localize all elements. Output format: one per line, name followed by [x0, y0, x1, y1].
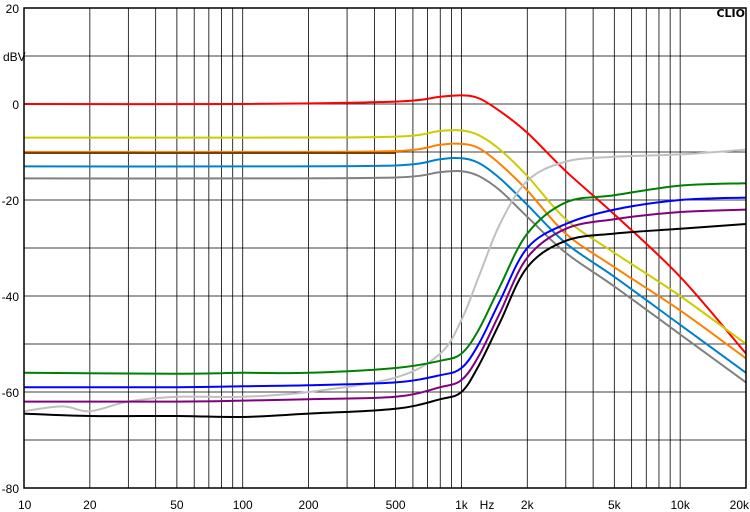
x-tick-label: 10k [670, 498, 690, 512]
y-tick-label: 0 [12, 98, 19, 112]
series-line-6 [23, 169, 747, 384]
x-tick-label: 100 [233, 498, 253, 512]
y-tick-label: -20 [2, 194, 20, 208]
chart-series [23, 94, 747, 419]
x-tick-label: 20k [730, 498, 750, 512]
brand-label: CLIO [716, 7, 745, 20]
y-tick-label: 20 [6, 2, 20, 16]
x-tick-label: 10 [18, 498, 32, 512]
series-line-3 [23, 142, 747, 360]
series-line-9 [23, 196, 747, 389]
series-line-2 [23, 128, 747, 345]
x-tick-label: 2k [521, 498, 535, 512]
y-axis-label: dBV [3, 50, 26, 64]
x-tick-label: 5k [608, 498, 622, 512]
x-axis-label: Hz [480, 498, 495, 512]
series-line-7 [23, 148, 747, 413]
plot-frame [23, 7, 747, 489]
series-line-5 [23, 156, 747, 374]
series-line-1 [23, 94, 747, 355]
y-tick-label: -80 [2, 482, 20, 496]
x-tick-label: 20 [83, 498, 97, 512]
x-tick-label: 1k [455, 498, 469, 512]
x-tick-label: 50 [170, 498, 184, 512]
y-tick-label: -60 [2, 386, 20, 400]
series-line-11 [23, 223, 747, 419]
y-tick-label: -40 [2, 290, 20, 304]
series-line-8 [23, 182, 747, 375]
x-tick-label: 500 [386, 498, 406, 512]
series-line-10 [23, 208, 747, 403]
x-tick-label: 200 [299, 498, 319, 512]
